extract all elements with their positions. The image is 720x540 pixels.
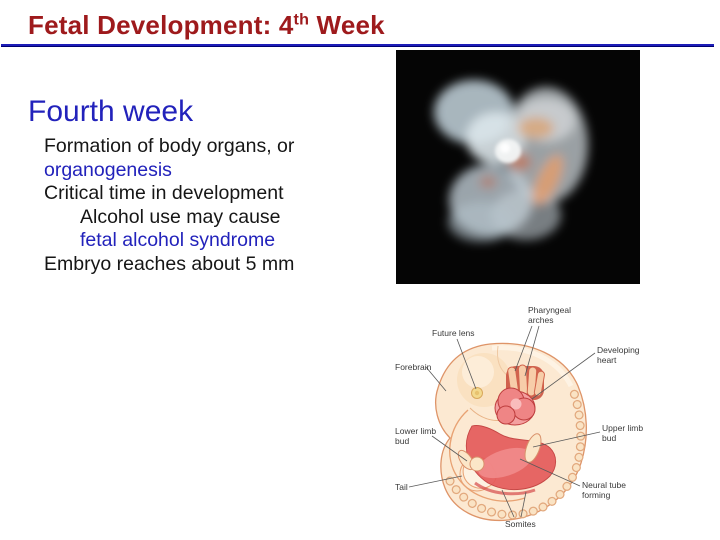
developing-heart-shape (494, 387, 536, 426)
slide-title-suffix: Week (309, 10, 385, 40)
slide-title-superscript: th (293, 10, 310, 29)
title-underline (1, 44, 714, 47)
diagram-label-pharyngeal-arches: Pharyngeal arches (528, 305, 572, 325)
bullet-line: Formation of body organs, or (44, 135, 295, 157)
diagram-label-forebrain: Forebrain (395, 362, 432, 372)
bullet-line: Critical time in development (44, 182, 284, 204)
diagram-label-somites: Somites (505, 519, 536, 529)
leader-lines (408, 325, 601, 518)
diagram-label-lower-limb-bud: Lower limb bud (395, 426, 437, 446)
heading-fourth-week: Fourth week (28, 95, 194, 128)
content-text-block: Fourth week Formation of body organs, or… (28, 94, 393, 276)
pharyngeal-arches-shape (506, 364, 545, 400)
diagram-label-future-lens: Future lens (432, 328, 475, 338)
diagram-label-neural-tube: Neural tube forming (582, 480, 626, 500)
slide-title-prefix: Fetal Development: 4 (28, 10, 294, 40)
diagram-label-developing-heart: Developing heart (597, 345, 640, 365)
upper-limb-bud-shape (524, 433, 542, 463)
diagram-label-upper-limb-bud: Upper limb bud (602, 423, 644, 443)
bullet-line: Embryo reaches about 5 mm (44, 252, 295, 275)
bullet-line-fetal-alcohol-syndrome: fetal alcohol syndrome (80, 229, 276, 251)
embryo-photo-art (396, 50, 640, 284)
bullet-line-organogenesis: organogenesis (44, 158, 172, 181)
embryo-photo (396, 50, 640, 284)
embryo-diagram: Future lens Pharyngeal arches Developing… (380, 298, 720, 540)
slide-title: Fetal Development: 4th Week (28, 10, 385, 41)
embryo-diagram-art (408, 325, 601, 522)
bullet-line: Alcohol use may cause (80, 205, 281, 228)
bullet-lines: Formation of body organs, or organogenes… (44, 135, 393, 276)
diagram-label-tail: Tail (395, 482, 408, 492)
